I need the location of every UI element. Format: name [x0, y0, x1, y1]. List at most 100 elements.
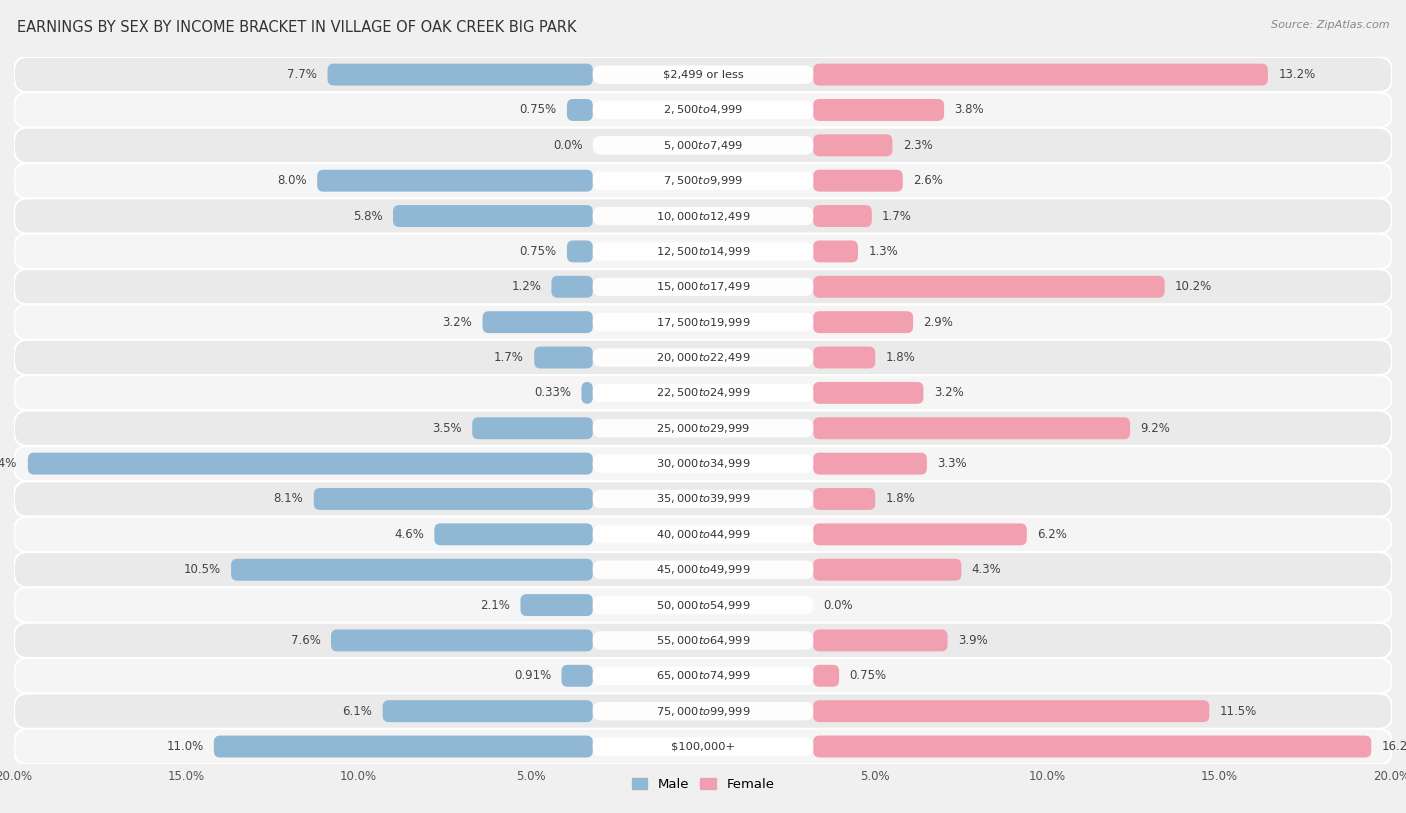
Text: 2.6%: 2.6% — [912, 174, 943, 187]
Text: 3.3%: 3.3% — [938, 457, 967, 470]
Text: $17,500 to $19,999: $17,500 to $19,999 — [655, 315, 751, 328]
FancyBboxPatch shape — [813, 382, 924, 404]
FancyBboxPatch shape — [593, 313, 813, 332]
FancyBboxPatch shape — [28, 453, 593, 475]
FancyBboxPatch shape — [382, 700, 593, 722]
Text: Source: ZipAtlas.com: Source: ZipAtlas.com — [1271, 20, 1389, 30]
Text: 13.2%: 13.2% — [1278, 68, 1316, 81]
Text: 7.7%: 7.7% — [287, 68, 318, 81]
Text: $50,000 to $54,999: $50,000 to $54,999 — [655, 598, 751, 611]
FancyBboxPatch shape — [813, 99, 945, 121]
FancyBboxPatch shape — [520, 594, 593, 616]
Text: $7,500 to $9,999: $7,500 to $9,999 — [664, 174, 742, 187]
FancyBboxPatch shape — [14, 552, 1392, 587]
Text: 0.75%: 0.75% — [849, 669, 887, 682]
FancyBboxPatch shape — [593, 207, 813, 225]
Text: $10,000 to $12,499: $10,000 to $12,499 — [655, 210, 751, 223]
Text: 1.8%: 1.8% — [886, 493, 915, 506]
Text: $20,000 to $22,499: $20,000 to $22,499 — [655, 351, 751, 364]
FancyBboxPatch shape — [593, 65, 813, 84]
Text: 0.91%: 0.91% — [513, 669, 551, 682]
FancyBboxPatch shape — [813, 346, 875, 368]
FancyBboxPatch shape — [813, 559, 962, 580]
Text: $75,000 to $99,999: $75,000 to $99,999 — [655, 705, 751, 718]
Text: $100,000+: $100,000+ — [671, 741, 735, 751]
FancyBboxPatch shape — [593, 454, 813, 473]
FancyBboxPatch shape — [593, 136, 813, 154]
FancyBboxPatch shape — [813, 700, 1209, 722]
FancyBboxPatch shape — [593, 737, 813, 756]
FancyBboxPatch shape — [14, 234, 1392, 269]
FancyBboxPatch shape — [593, 277, 813, 296]
FancyBboxPatch shape — [813, 524, 1026, 546]
Text: 16.4%: 16.4% — [0, 457, 17, 470]
Text: 2.1%: 2.1% — [481, 598, 510, 611]
FancyBboxPatch shape — [14, 481, 1392, 517]
FancyBboxPatch shape — [561, 665, 593, 687]
Text: EARNINGS BY SEX BY INCOME BRACKET IN VILLAGE OF OAK CREEK BIG PARK: EARNINGS BY SEX BY INCOME BRACKET IN VIL… — [17, 20, 576, 35]
FancyBboxPatch shape — [593, 242, 813, 261]
Text: 2.3%: 2.3% — [903, 139, 932, 152]
Text: 10.2%: 10.2% — [1175, 280, 1212, 293]
FancyBboxPatch shape — [14, 623, 1392, 659]
Text: 9.2%: 9.2% — [1140, 422, 1170, 435]
Text: 3.2%: 3.2% — [443, 315, 472, 328]
Text: 6.2%: 6.2% — [1038, 528, 1067, 541]
Text: $65,000 to $74,999: $65,000 to $74,999 — [655, 669, 751, 682]
FancyBboxPatch shape — [14, 198, 1392, 234]
FancyBboxPatch shape — [813, 736, 1371, 758]
Text: 7.6%: 7.6% — [291, 634, 321, 647]
Text: 4.3%: 4.3% — [972, 563, 1001, 576]
FancyBboxPatch shape — [582, 382, 593, 404]
FancyBboxPatch shape — [231, 559, 593, 580]
FancyBboxPatch shape — [567, 99, 593, 121]
Text: 1.7%: 1.7% — [882, 210, 912, 223]
FancyBboxPatch shape — [214, 736, 593, 758]
FancyBboxPatch shape — [813, 63, 1268, 85]
Text: 0.0%: 0.0% — [553, 139, 582, 152]
FancyBboxPatch shape — [593, 419, 813, 437]
FancyBboxPatch shape — [813, 417, 1130, 439]
FancyBboxPatch shape — [813, 170, 903, 192]
Text: $35,000 to $39,999: $35,000 to $39,999 — [655, 493, 751, 506]
FancyBboxPatch shape — [482, 311, 593, 333]
FancyBboxPatch shape — [813, 453, 927, 475]
Text: $2,500 to $4,999: $2,500 to $4,999 — [664, 103, 742, 116]
FancyBboxPatch shape — [14, 659, 1392, 693]
FancyBboxPatch shape — [593, 596, 813, 615]
FancyBboxPatch shape — [14, 517, 1392, 552]
FancyBboxPatch shape — [14, 411, 1392, 446]
FancyBboxPatch shape — [534, 346, 593, 368]
FancyBboxPatch shape — [314, 488, 593, 510]
Text: 6.1%: 6.1% — [343, 705, 373, 718]
FancyBboxPatch shape — [813, 488, 875, 510]
Text: 1.7%: 1.7% — [494, 351, 524, 364]
Text: $12,500 to $14,999: $12,500 to $14,999 — [655, 245, 751, 258]
Text: 11.0%: 11.0% — [166, 740, 204, 753]
Text: 11.5%: 11.5% — [1219, 705, 1257, 718]
FancyBboxPatch shape — [813, 629, 948, 651]
Text: $25,000 to $29,999: $25,000 to $29,999 — [655, 422, 751, 435]
Text: 3.2%: 3.2% — [934, 386, 963, 399]
FancyBboxPatch shape — [813, 205, 872, 227]
Text: 8.1%: 8.1% — [274, 493, 304, 506]
FancyBboxPatch shape — [328, 63, 593, 85]
Text: 1.2%: 1.2% — [512, 280, 541, 293]
Text: 3.9%: 3.9% — [957, 634, 987, 647]
FancyBboxPatch shape — [551, 276, 593, 298]
FancyBboxPatch shape — [593, 667, 813, 685]
FancyBboxPatch shape — [593, 384, 813, 402]
Legend: Male, Female: Male, Female — [626, 773, 780, 797]
Text: 16.2%: 16.2% — [1382, 740, 1406, 753]
FancyBboxPatch shape — [14, 92, 1392, 128]
FancyBboxPatch shape — [14, 57, 1392, 92]
FancyBboxPatch shape — [472, 417, 593, 439]
FancyBboxPatch shape — [813, 241, 858, 263]
Text: $15,000 to $17,499: $15,000 to $17,499 — [655, 280, 751, 293]
FancyBboxPatch shape — [14, 729, 1392, 764]
FancyBboxPatch shape — [318, 170, 593, 192]
FancyBboxPatch shape — [593, 172, 813, 190]
FancyBboxPatch shape — [813, 134, 893, 156]
FancyBboxPatch shape — [567, 241, 593, 263]
FancyBboxPatch shape — [14, 446, 1392, 481]
